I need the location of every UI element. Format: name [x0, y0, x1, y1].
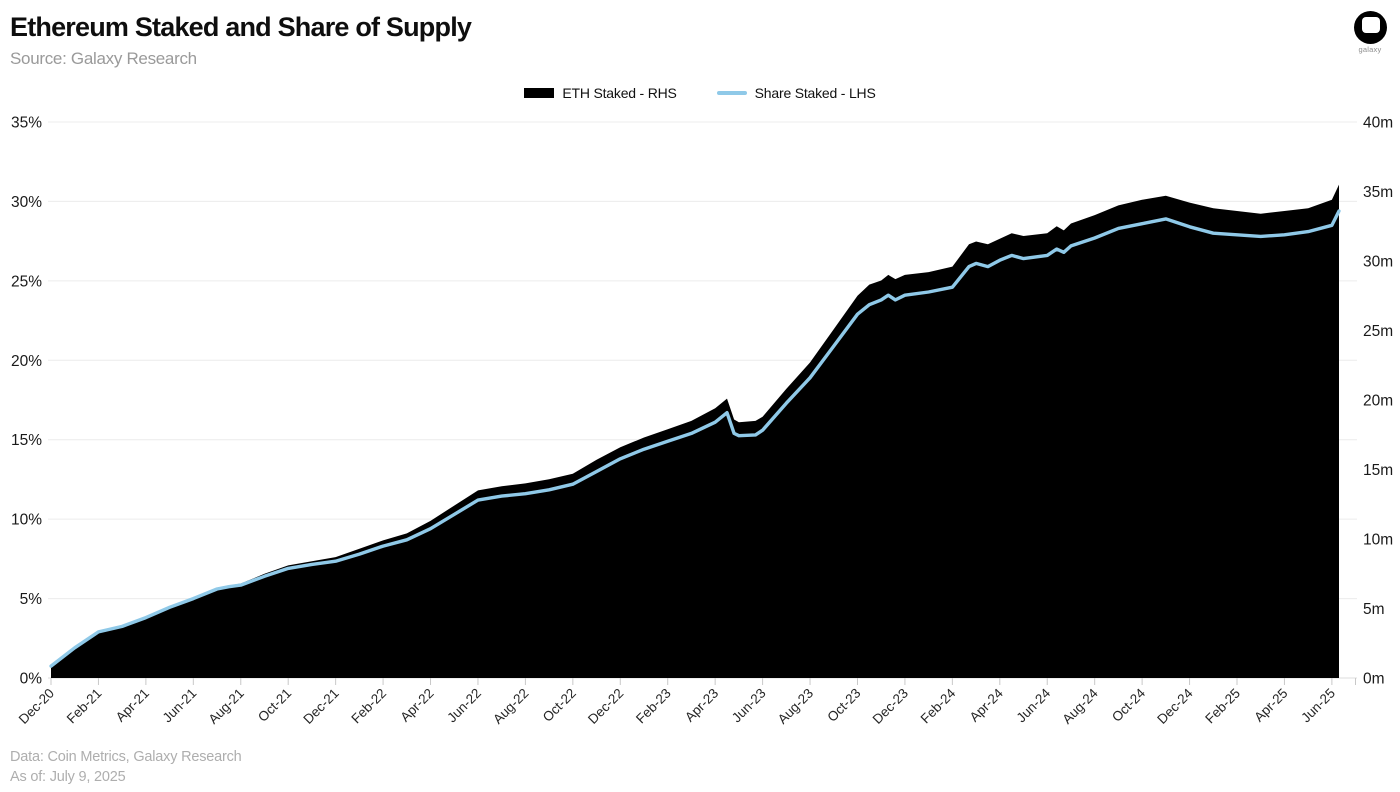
svg-text:Dec-21: Dec-21: [300, 686, 341, 727]
legend-item-eth-staked: ETH Staked - RHS: [524, 85, 677, 101]
share-staked-line: [49, 209, 1341, 668]
svg-text:30m: 30m: [1363, 254, 1393, 271]
svg-text:25m: 25m: [1363, 323, 1393, 340]
svg-text:Jun-23: Jun-23: [729, 686, 769, 726]
legend-item-share-staked: Share Staked - LHS: [716, 85, 876, 101]
galaxy-logo-label: galaxy: [1358, 45, 1382, 54]
svg-text:Oct-24: Oct-24: [1109, 685, 1149, 725]
svg-text:30%: 30%: [11, 194, 42, 211]
svg-text:Oct-23: Oct-23: [824, 686, 863, 725]
svg-text:Feb-22: Feb-22: [348, 686, 389, 727]
svg-text:Aug-23: Aug-23: [775, 686, 816, 727]
as-of-date: As of: July 9, 2025: [10, 769, 126, 785]
svg-text:Apr-23: Apr-23: [682, 686, 721, 725]
svg-text:Apr-25: Apr-25: [1251, 686, 1290, 725]
svg-text:Dec-20: Dec-20: [16, 686, 57, 727]
svg-text:5m: 5m: [1363, 601, 1385, 618]
svg-text:Aug-24: Aug-24: [1059, 685, 1101, 727]
y-axis-right-labels: 0m 5m 10m 15m 20m 25m 30m 35m 40m: [1363, 115, 1393, 688]
svg-text:40m: 40m: [1363, 115, 1393, 132]
svg-text:Jun-21: Jun-21: [160, 686, 200, 726]
svg-text:Jun-22: Jun-22: [444, 686, 484, 726]
svg-text:Jun-24: Jun-24: [1014, 685, 1054, 725]
legend-label: ETH Staked - RHS: [562, 85, 677, 101]
svg-text:35m: 35m: [1363, 184, 1393, 201]
svg-text:Jun-25: Jun-25: [1298, 686, 1338, 726]
x-axis-labels: Dec-20 Feb-21 Apr-21 Jun-21 Aug-21 Oct-21 Dec-…: [16, 678, 1356, 727]
staking-chart: 0% 5% 10% 15% 20% 25% 30% 35% 0m 5m 10m 15m 20m 25m 30…: [11, 115, 1393, 727]
svg-text:35%: 35%: [11, 115, 42, 132]
page-title: Ethereum Staked and Share of Supply: [10, 12, 472, 42]
eth-staked-swatch-icon: [524, 88, 555, 98]
svg-text:Dec-22: Dec-22: [585, 686, 626, 727]
svg-text:0%: 0%: [20, 671, 43, 688]
svg-text:Aug-22: Aug-22: [490, 686, 531, 727]
svg-text:10m: 10m: [1363, 532, 1393, 549]
svg-text:Apr-21: Apr-21: [113, 686, 152, 725]
svg-text:Apr-24: Apr-24: [967, 685, 1007, 725]
svg-text:Feb-21: Feb-21: [64, 686, 105, 727]
svg-text:Feb-23: Feb-23: [633, 686, 674, 727]
y-axis-left-labels: 0% 5% 10% 15% 20% 25% 30% 35%: [11, 115, 42, 688]
galaxy-logo: galaxy: [1347, 11, 1393, 54]
svg-text:Aug-21: Aug-21: [205, 686, 246, 727]
svg-text:10%: 10%: [11, 512, 42, 529]
legend-label: Share Staked - LHS: [754, 85, 876, 101]
svg-text:Feb-24: Feb-24: [918, 685, 959, 726]
share-staked-swatch-icon: [716, 91, 747, 95]
svg-text:Dec-23: Dec-23: [870, 686, 911, 727]
chart-legend: ETH Staked - RHS Share Staked - LHS: [0, 85, 1400, 101]
svg-text:Feb-25: Feb-25: [1202, 686, 1243, 727]
svg-text:20%: 20%: [11, 353, 42, 370]
svg-text:Oct-21: Oct-21: [255, 686, 294, 725]
svg-text:Oct-22: Oct-22: [540, 686, 579, 725]
svg-text:5%: 5%: [20, 591, 43, 608]
svg-text:25%: 25%: [11, 273, 42, 290]
source-subtitle: Source: Galaxy Research: [10, 49, 197, 68]
svg-text:15m: 15m: [1363, 462, 1393, 479]
svg-text:20m: 20m: [1363, 393, 1393, 410]
svg-text:Apr-22: Apr-22: [397, 686, 436, 725]
galaxy-logo-icon: [1353, 11, 1387, 44]
svg-text:0m: 0m: [1363, 671, 1385, 688]
data-source-note: Data: Coin Metrics, Galaxy Research: [10, 749, 242, 765]
svg-text:15%: 15%: [11, 432, 42, 449]
svg-text:Dec-24: Dec-24: [1154, 685, 1196, 727]
